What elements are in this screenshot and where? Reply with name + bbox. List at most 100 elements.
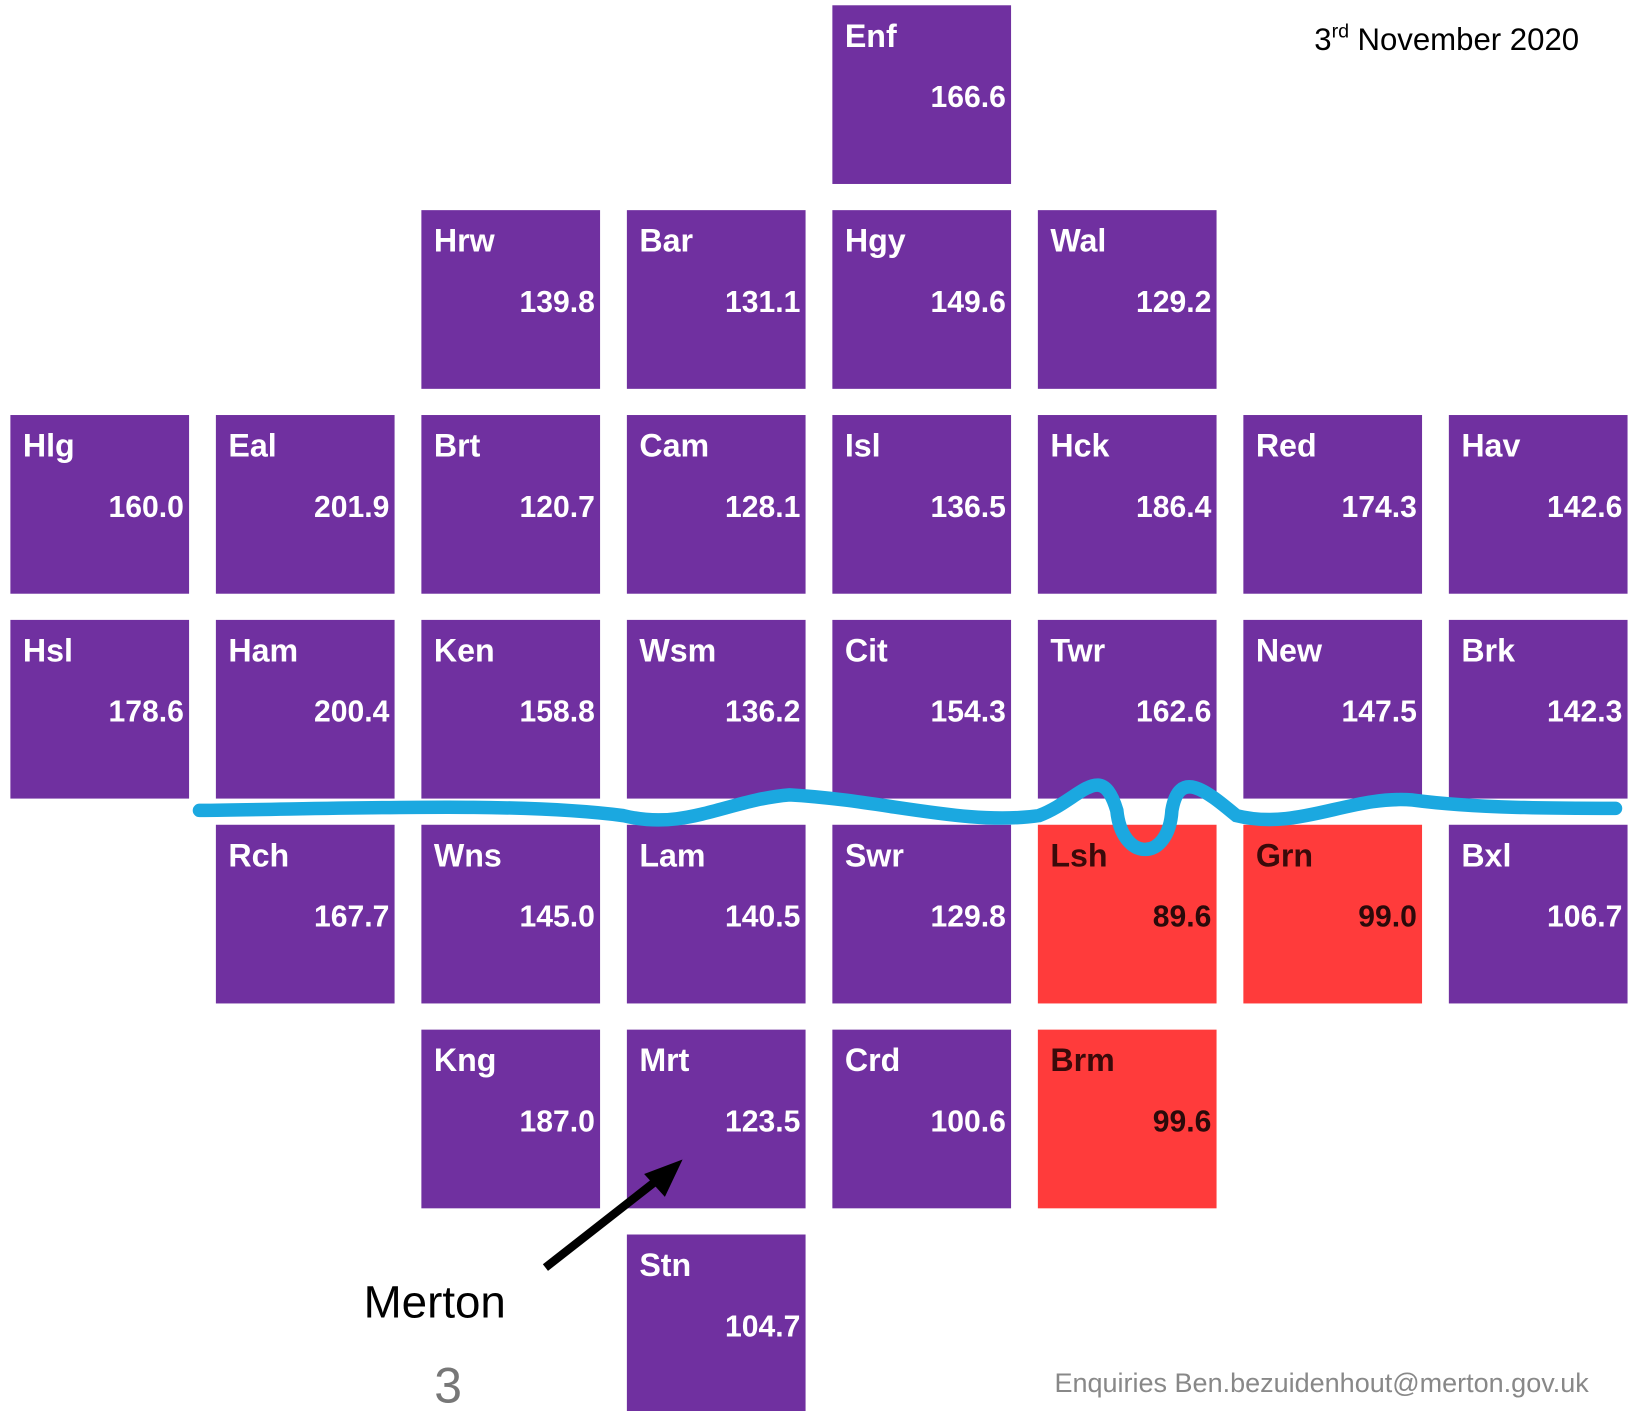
tile-value: 104.7 — [725, 1310, 800, 1343]
tile-value: 147.5 — [1341, 696, 1416, 729]
tile-box — [215, 619, 395, 799]
tile-box — [421, 824, 601, 1004]
tile-box — [832, 5, 1012, 184]
tile-value: 139.8 — [520, 286, 595, 319]
tile-box — [626, 1234, 806, 1411]
tile-value: 106.7 — [1547, 901, 1622, 934]
tile-value: 174.3 — [1341, 491, 1416, 524]
tile: Brk 142.3 — [1448, 619, 1628, 799]
tile-box — [832, 619, 1012, 799]
tile-code: Kng — [434, 1042, 497, 1078]
tile-code: Brm — [1050, 1042, 1114, 1078]
tile-value: 158.8 — [520, 696, 595, 729]
tile-value: 131.1 — [725, 286, 800, 319]
tile-code: Swr — [845, 837, 905, 873]
tile-value: 99.6 — [1153, 1105, 1212, 1138]
tile: Eal 201.9 — [215, 415, 395, 594]
tile-value: 201.9 — [314, 491, 389, 524]
tile: Crd 100.6 — [832, 1029, 1012, 1209]
tile: Kng 187.0 — [421, 1029, 601, 1209]
tile: Wns 145.0 — [421, 824, 601, 1004]
tile-value: 142.6 — [1547, 491, 1622, 524]
tile-code: Hgy — [845, 223, 906, 259]
tile-value: 200.4 — [314, 696, 390, 729]
tile-box — [421, 210, 601, 389]
tile-code: Cam — [639, 428, 709, 464]
tile-code: Wsm — [639, 632, 716, 668]
tile-value: 160.0 — [109, 491, 184, 524]
tile-value: 128.1 — [725, 491, 800, 524]
tile-box — [421, 415, 601, 594]
tile-box — [832, 210, 1012, 389]
tile-code: Hsl — [23, 632, 73, 668]
tile: Wal 129.2 — [1037, 210, 1217, 389]
tile-box — [1448, 619, 1628, 799]
tile-code: Bxl — [1461, 837, 1511, 873]
arrow-head — [644, 1159, 683, 1197]
tile: Hgy 149.6 — [832, 210, 1012, 389]
annotation: Merton — [364, 1276, 506, 1327]
tile-box — [1037, 210, 1217, 389]
tile-value: 120.7 — [520, 491, 595, 524]
tile-value: 145.0 — [520, 901, 595, 934]
tile-box — [421, 619, 601, 799]
tile-box — [1037, 415, 1217, 594]
tile: Bar 131.1 — [626, 210, 806, 389]
tile-box — [1448, 415, 1628, 594]
tile-value: 100.6 — [931, 1105, 1006, 1138]
tile-code: Cit — [845, 632, 888, 668]
tile: Ken 158.8 — [421, 619, 601, 799]
tile: Twr 162.6 — [1037, 619, 1217, 799]
tile: Wsm 136.2 — [626, 619, 806, 799]
tile-box — [832, 415, 1012, 594]
river-thames — [192, 778, 1623, 856]
tile-box — [10, 415, 190, 594]
tile-value: 154.3 — [931, 696, 1006, 729]
tiles: Enf 166.6 Hrw 139.8 Bar 131.1 Hgy 149.6 Wal 129.2… — [10, 5, 1628, 1411]
tile: Ham 200.4 — [215, 619, 395, 799]
tile: Lam 140.5 — [626, 824, 806, 1004]
tile-box — [1243, 619, 1423, 799]
tile-value: 136.5 — [931, 491, 1006, 524]
tile-code: Eal — [228, 428, 276, 464]
tile-code: Hlg — [23, 428, 75, 464]
tile-value: 186.4 — [1136, 491, 1212, 524]
arrow-shaft — [542, 1170, 668, 1271]
tile-box — [626, 619, 806, 799]
tile: Grn 99.0 — [1243, 824, 1423, 1004]
tile-code: Hrw — [434, 223, 496, 259]
tile-box — [215, 824, 395, 1004]
contact: Enquiries Ben.bezuidenhout@merton.gov.uk — [1054, 1368, 1589, 1398]
tile-box — [421, 1029, 601, 1209]
date-ordinal: rd — [1332, 20, 1350, 42]
tile-value: 129.8 — [931, 901, 1006, 934]
tile-code: Wns — [434, 837, 502, 873]
tile-box — [1037, 824, 1217, 1004]
tile-value: 123.5 — [725, 1105, 800, 1138]
tile-value: 129.2 — [1136, 286, 1211, 319]
tile: Stn 104.7 — [626, 1234, 806, 1411]
tile: Hrw 139.8 — [421, 210, 601, 389]
tile: Cam 128.1 — [626, 415, 806, 594]
tile-value: 166.6 — [931, 81, 1006, 114]
tile-box — [626, 210, 806, 389]
tile: Hav 142.6 — [1448, 415, 1628, 594]
tile-code: Isl — [845, 428, 881, 464]
tile-value: 167.7 — [314, 901, 389, 934]
tile: Swr 129.8 — [832, 824, 1012, 1004]
date-day: 3 — [1314, 22, 1331, 57]
tile-code: Rch — [228, 837, 289, 873]
date-rest: November 2020 — [1357, 22, 1579, 57]
tile-code: Lsh — [1050, 837, 1107, 873]
tile-code: Ham — [228, 632, 298, 668]
tile-value: 149.6 — [931, 286, 1006, 319]
tile-code: Crd — [845, 1042, 900, 1078]
tile-value: 89.6 — [1153, 901, 1212, 934]
tile-value: 136.2 — [725, 696, 800, 729]
tile-value: 178.6 — [109, 696, 184, 729]
tile: Enf 166.6 — [832, 5, 1012, 184]
tile-code: Hck — [1050, 428, 1109, 464]
tile: Bxl 106.7 — [1448, 824, 1628, 1004]
